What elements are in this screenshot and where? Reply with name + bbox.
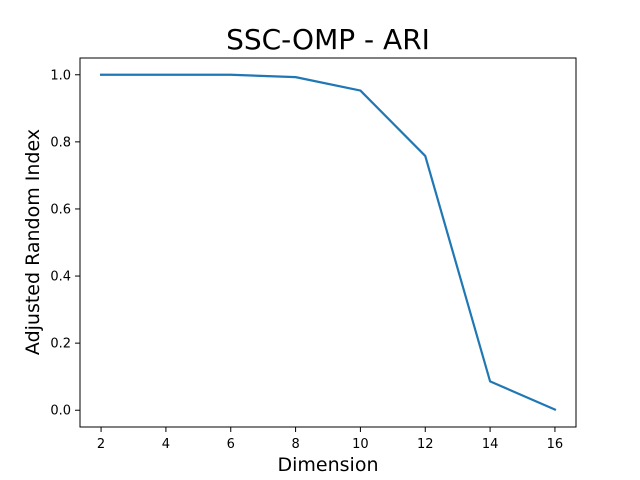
plot-frame [79, 57, 577, 428]
x-tick-label-8: 8 [291, 437, 299, 452]
x-tick-label-4: 4 [162, 437, 170, 452]
series-line-0 [99, 73, 557, 412]
y-tick-label-0.4: 0.4 [50, 270, 71, 285]
x-tick-label-10: 10 [352, 437, 369, 452]
x-axis-label: Dimension [278, 454, 379, 476]
chart-title: SSC-OMP - ARI [226, 23, 430, 56]
y-tick-label-0.2: 0.2 [50, 337, 71, 352]
x-tick-label-16: 16 [547, 437, 564, 452]
y-axis-label: Adjusted Random Index [22, 129, 44, 355]
y-tick-label-0.6: 0.6 [50, 202, 71, 217]
y-tick-label-0.0: 0.0 [50, 404, 71, 419]
x-tick-label-6: 6 [227, 437, 235, 452]
y-tick-label-1.0: 1.0 [50, 68, 71, 83]
x-tick-label-12: 12 [417, 437, 434, 452]
plot-area: 2 4 6 8 10 12 14 16 0.0 0.2 0.4 0.6 0.8 1.0 [50, 57, 577, 452]
y-tick-label-0.8: 0.8 [50, 135, 71, 150]
x-tick-label-2: 2 [97, 437, 105, 452]
x-tick-label-14: 14 [482, 437, 499, 452]
